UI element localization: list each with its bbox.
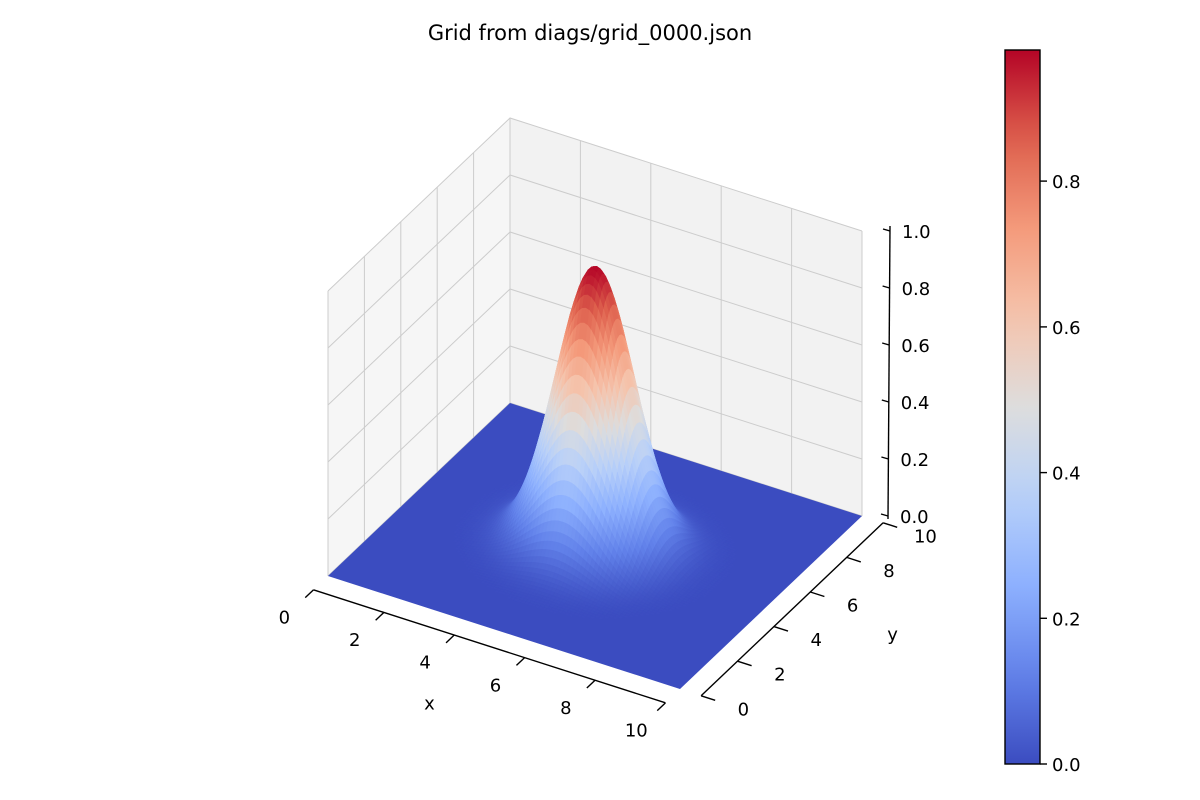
z-tick-label: 0.8 <box>902 279 931 300</box>
y-tick-label: 8 <box>883 561 894 582</box>
gridline-z <box>327 174 863 349</box>
surface-patch <box>552 610 559 615</box>
y-tick-mark <box>846 556 862 563</box>
x-tick-label: 4 <box>419 653 430 674</box>
y-tick-label: 4 <box>810 630 821 651</box>
colorbar-gradient <box>1004 49 1041 765</box>
y-tick-label: 0 <box>738 699 749 720</box>
x-tick-mark <box>515 657 526 666</box>
surface-patch <box>644 612 651 617</box>
surface-patch <box>701 593 708 598</box>
surface-patch <box>589 615 596 620</box>
axes-gridlines <box>327 117 863 577</box>
surface-patch <box>633 613 640 618</box>
colorbar-tick-label: 0.0 <box>1052 755 1081 776</box>
x-tick-mark <box>656 702 666 712</box>
x-tick-label: 10 <box>625 721 648 742</box>
z-tick-mark <box>882 228 891 232</box>
surface-patch <box>674 605 681 610</box>
y-tick-mark <box>810 591 825 598</box>
surface-patch <box>622 614 629 619</box>
surface-patch <box>612 615 619 620</box>
surface-patch <box>638 612 646 617</box>
surface-patch <box>690 599 697 604</box>
y-axis-label: y <box>887 625 898 646</box>
gridline-z <box>327 288 863 463</box>
side-pane <box>328 118 510 576</box>
x-tick-mark <box>375 611 385 621</box>
surface-patch <box>617 615 624 620</box>
surface-patch <box>649 611 656 616</box>
x-axis-label: x <box>424 693 435 714</box>
surface-patch <box>628 614 635 618</box>
colorbar: 0.0 0.2 0.4 0.6 0.8 <box>1004 49 1081 776</box>
z-tick-mark <box>882 342 890 346</box>
z-tick-mark <box>880 513 889 517</box>
y-tick-mark <box>773 625 789 632</box>
surface-patch <box>654 611 662 615</box>
colorbar-tick-label: 0.4 <box>1052 464 1081 485</box>
z-tick-label: 0.6 <box>901 336 930 357</box>
z-tick-mark <box>881 456 889 460</box>
surface-patch <box>603 615 610 620</box>
y-tick-label: 10 <box>914 526 937 547</box>
surface-patch <box>567 613 575 618</box>
colorbar-tick-label: 0.6 <box>1052 318 1081 339</box>
z-tick-label: 1.0 <box>902 222 931 243</box>
x-tick-mark <box>586 679 596 689</box>
x-tick-label: 2 <box>349 630 360 651</box>
surface-patch <box>598 616 605 620</box>
x-tick-mark <box>304 589 314 599</box>
y-tick-label: 2 <box>774 665 785 686</box>
surface-patch <box>667 608 674 613</box>
z-tick-mark <box>882 285 890 289</box>
surface-patch <box>580 614 587 619</box>
y-tick-mark <box>700 695 716 701</box>
x-tick-label: 0 <box>279 608 290 629</box>
x-tick-mark <box>445 634 455 644</box>
surface-plot <box>328 266 862 689</box>
gridline-z <box>327 345 863 520</box>
y-tick-mark <box>737 660 752 667</box>
colorbar-tick-label: 0.2 <box>1052 609 1081 630</box>
z-tick-label: 0.2 <box>900 450 929 471</box>
surface-patch <box>681 603 688 608</box>
z-tick-mark <box>881 399 889 403</box>
z-tick-label: 0.0 <box>900 507 929 528</box>
x-axis-line <box>313 589 666 704</box>
x-tick-label: 8 <box>560 698 571 719</box>
gridline-z <box>327 117 863 292</box>
y-tick-mark <box>882 522 898 528</box>
colorbar-tick-label: 0.8 <box>1052 172 1081 193</box>
y-tick-label: 6 <box>847 596 858 617</box>
gridline-z <box>327 231 863 406</box>
axes-ticks: 0 2 4 6 8 10 x 0 2 4 6 8 10 y 0.0 0.2 0.4 0.6 0.8 1.0 <box>279 222 937 742</box>
z-axis-line <box>887 225 891 520</box>
y-axis-line <box>700 522 884 697</box>
surface-patch <box>662 608 669 613</box>
x-tick-label: 6 <box>490 675 501 696</box>
z-tick-label: 0.4 <box>901 393 930 414</box>
chart-title: Grid from diags/grid_0000.json <box>428 21 752 46</box>
